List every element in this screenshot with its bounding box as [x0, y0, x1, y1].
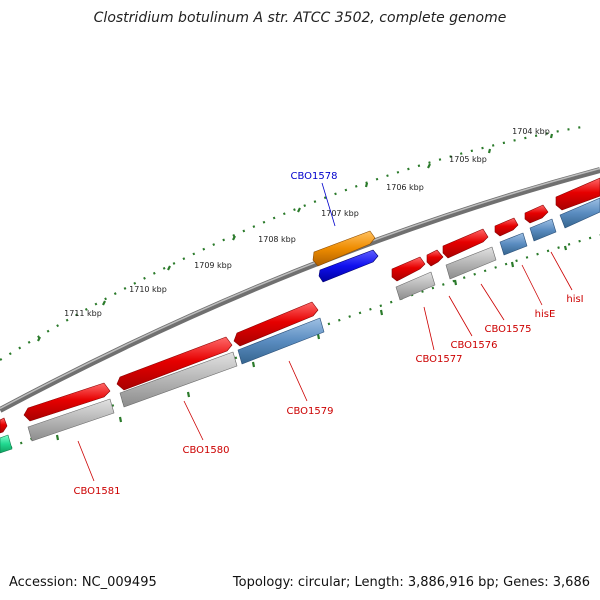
gene-block-edge[interactable] [0, 434, 13, 454]
cbo1578-orange-arrow[interactable] [312, 230, 376, 267]
cds-arrow[interactable] [391, 256, 426, 282]
ruler-label-1705: 1705 kbp [449, 155, 487, 164]
gene-block[interactable] [237, 317, 325, 365]
cbo1578-blue-arrow[interactable] [318, 249, 379, 283]
gene-label-cbo1575[interactable]: CBO1575 [485, 324, 532, 335]
gene-label-cbo1578[interactable]: CBO1578 [291, 171, 338, 182]
ruler-label-1704: 1704 kbp [512, 127, 550, 136]
map-title: Clostridium botulinum A str. ATCC 3502, … [93, 10, 507, 26]
gene-label-cbo1579[interactable]: CBO1579 [287, 406, 334, 417]
gene-label-hisi[interactable]: hisI [566, 294, 583, 305]
ruler-label-1708: 1708 kbp [258, 235, 296, 244]
gene-block[interactable] [395, 271, 436, 301]
reverse-gene-track [0, 197, 600, 454]
gene-label-cbo1577[interactable]: CBO1577 [416, 354, 463, 365]
gene-label-cbo1576[interactable]: CBO1576 [451, 340, 498, 351]
cds-arrow[interactable] [494, 217, 519, 237]
genome-backbone-highlight [0, 167, 600, 410]
cds-arrow[interactable] [555, 177, 600, 211]
topology-text: Topology: circular; Length: 3,886,916 bp… [232, 575, 590, 590]
gene-block[interactable] [529, 218, 557, 242]
forward-cds-track [0, 177, 600, 434]
gene-block[interactable] [445, 246, 497, 280]
gene-label-cbo1580[interactable]: CBO1580 [183, 445, 230, 456]
gene-block[interactable] [119, 351, 238, 408]
gene-label-cbo1581[interactable]: CBO1581 [74, 486, 121, 497]
gene-block[interactable] [27, 398, 115, 442]
cds-arrow[interactable] [442, 228, 489, 259]
gene-block[interactable] [499, 232, 528, 256]
ruler-label-1709: 1709 kbp [194, 261, 232, 270]
ruler-label-1707: 1707 kbp [321, 209, 359, 218]
ruler-label-1706: 1706 kbp [386, 183, 424, 192]
ruler-label-1710: 1710 kbp [129, 285, 167, 294]
genome-backbone [0, 167, 600, 413]
gene-label-hise[interactable]: hisE [535, 309, 556, 320]
gene-block[interactable] [559, 197, 600, 229]
cbo1578-gene-glyph [312, 230, 379, 283]
cds-arrow[interactable] [233, 301, 319, 347]
outer-ruler-major-ticks [37, 133, 554, 342]
cds-arrow[interactable] [426, 249, 444, 267]
ruler-label-1711: 1711 kbp [64, 309, 102, 318]
cds-arrow[interactable] [116, 336, 233, 391]
accession-text: Accession: NC_009495 [9, 575, 157, 590]
leader-lines [77, 182, 573, 482]
inner-ruler-major-ticks [55, 245, 568, 441]
cds-arrow[interactable] [524, 204, 549, 224]
cds-arrow[interactable] [23, 382, 111, 422]
cds-arrow-edge[interactable] [0, 417, 8, 434]
